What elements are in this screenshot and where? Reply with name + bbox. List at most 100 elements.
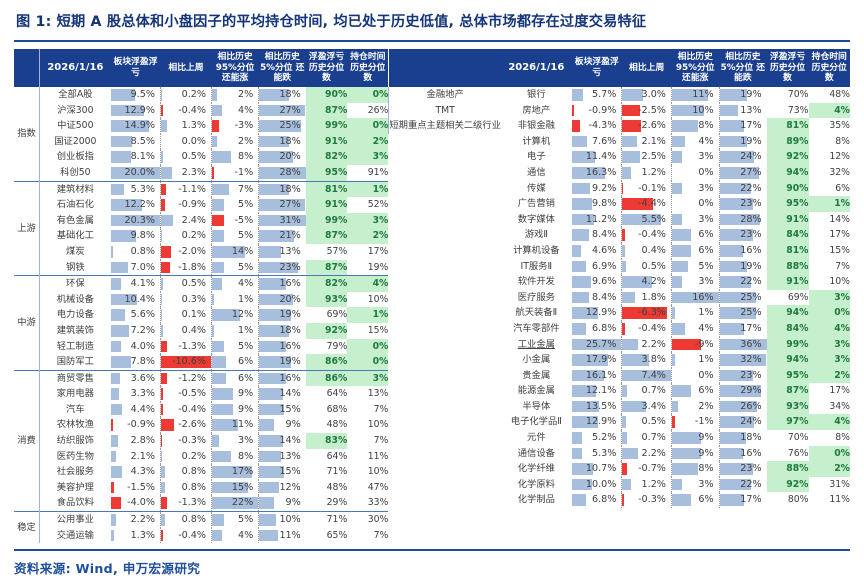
table-row: 广告营销 9.8% -4.4% 0% 23% 95% 1% xyxy=(501,196,850,212)
cell-upside-to-95: 3% xyxy=(670,476,720,493)
cell-pl-percentile: 81% xyxy=(766,118,809,134)
cell-pl-percentile: 70% xyxy=(787,432,809,444)
cell-floating-pl: 9.5% xyxy=(110,87,161,103)
table-row: 科创50 20.0% 2.3% -1% 28% 95% 91% xyxy=(14,164,388,182)
cell-holding-percentile: 3% xyxy=(808,352,850,368)
cell-downside-to-5: 10% xyxy=(258,511,306,528)
table-row: 电子 11.4% 2.5% 3% 24% 92% 12% xyxy=(501,149,850,165)
cell-vs-last-week: -0.4% xyxy=(159,102,212,119)
cell-downside-to-5: 16% xyxy=(258,275,306,292)
cell-downside-to-5: 29% xyxy=(718,383,767,399)
table-row: 贵金属 16.1% 7.4% 0% 23% 95% 2% xyxy=(501,367,850,384)
cell-holding-percentile: 1% xyxy=(808,196,850,212)
cell-downside-to-5: 13% xyxy=(718,102,767,119)
cell-floating-pl: 4.4% xyxy=(110,402,161,418)
cell-holding-percentile: 0% xyxy=(808,445,850,462)
cell-downside-to-5: 19% xyxy=(258,307,306,323)
cell-holding-percentile: 47% xyxy=(367,481,389,493)
row-label: 家用电器 xyxy=(56,388,94,400)
cell-upside-to-95: 0% xyxy=(670,367,720,384)
table-row: 沪深300 12.9% -0.4% 4% 27% 87% 26% xyxy=(14,102,388,119)
row-label: 非银金融 xyxy=(517,120,555,132)
row-label: 轻工制造 xyxy=(56,340,94,352)
cell-upside-to-95: -9% xyxy=(670,336,720,353)
cell-upside-to-95: 7% xyxy=(211,180,259,198)
col-header-downside-to-5: 相比历史5%分位 还能跌 xyxy=(719,49,767,87)
table-row: 通信 16.3% 1.2% 0% 27% 94% 32% xyxy=(501,164,850,181)
table-row: 社会服务 4.3% 0.8% 17% 15% 71% 10% xyxy=(14,464,388,480)
col-header-vs-last-week: 相比上周 xyxy=(160,49,212,87)
cell-floating-pl: 11.2% xyxy=(571,212,622,228)
cell-downside-to-5: 20% xyxy=(258,291,306,308)
cell-upside-to-95: 1% xyxy=(670,352,720,368)
cell-vs-last-week: 0.2% xyxy=(159,228,212,244)
cell-floating-pl: 10.0% xyxy=(571,477,622,493)
cell-holding-percentile: 3% xyxy=(347,369,389,387)
table-row: 农林牧渔 -0.9% -2.6% 11% 9% 48% 10% xyxy=(14,417,388,434)
cell-floating-pl: 8.5% xyxy=(110,134,161,150)
cell-downside-to-5: 20% xyxy=(258,149,306,165)
page-title: 图 1: 短期 A 股总体和小盘因子的平均持仓时间, 均已处于历史低值, 总体市… xyxy=(16,14,647,30)
table-row: 计算机 7.6% 2.1% 4% 19% 89% 8% xyxy=(501,133,850,150)
cell-upside-to-95: 8% xyxy=(211,149,259,165)
cell-pl-percentile: 69% xyxy=(326,309,348,321)
row-label: 食品饮料 xyxy=(56,497,94,509)
cell-vs-last-week: 1.2% xyxy=(621,476,672,493)
cell-vs-last-week: 0.3% xyxy=(159,291,212,308)
cell-upside-to-95: 11% xyxy=(211,417,259,434)
row-label: 能源金属 xyxy=(517,385,555,397)
cell-floating-pl: 20.3% xyxy=(110,213,161,229)
row-label: 化学纤维 xyxy=(517,463,555,475)
cell-pl-percentile: 48% xyxy=(326,481,348,493)
cell-pl-percentile: 95% xyxy=(766,367,809,384)
cell-upside-to-95: 9% xyxy=(211,386,259,402)
cell-holding-percentile: 3% xyxy=(347,212,389,229)
cell-downside-to-5: 28% xyxy=(718,211,767,228)
cell-floating-pl: -4.0% xyxy=(110,495,161,511)
table-header-row: 2026/1/16 板块浮盈浮亏 相比上周 相比历史95%分位还能涨 相比历史5%分位 … xyxy=(14,49,389,87)
cell-pl-percentile: 80% xyxy=(787,494,809,506)
table-row: 汽车零部件 6.8% -0.4% 4% 17% 84% 4% xyxy=(501,320,850,337)
cell-upside-to-95: 5% xyxy=(211,259,259,276)
cell-floating-pl: -0.9% xyxy=(110,417,161,433)
cell-vs-last-week: -2.0% xyxy=(159,243,212,260)
cell-upside-to-95: 6% xyxy=(670,242,720,259)
row-label: 游戏Ⅱ xyxy=(524,229,548,241)
cell-upside-to-95: 3% xyxy=(670,274,720,290)
cell-vs-last-week: 3.4% xyxy=(621,398,672,415)
cell-pl-percentile: 71% xyxy=(305,511,348,528)
cell-vs-last-week: 4.2% xyxy=(621,274,672,290)
cell-downside-to-5: 25% xyxy=(258,118,306,134)
cell-pl-percentile: 64% xyxy=(326,450,348,462)
group-label: 稳定 xyxy=(14,511,41,544)
table-row: 医疗服务 8.4% 1.8% 16% 25% 69% 3% xyxy=(501,289,850,306)
row-label: 化学制品 xyxy=(517,494,555,506)
cell-pl-percentile: 94% xyxy=(766,164,809,181)
cell-downside-to-5: 14% xyxy=(258,433,306,449)
cell-downside-to-5: 21% xyxy=(258,228,306,244)
date-header: 2026/1/16 xyxy=(500,49,572,87)
source-note: 资料来源: Wind, 申万宏源研究 xyxy=(14,561,201,577)
row-label: 国证2000 xyxy=(54,135,97,147)
cell-pl-percentile: 97% xyxy=(766,414,809,431)
cell-floating-pl: 14.9% xyxy=(110,118,161,134)
cell-holding-percentile: 0% xyxy=(347,118,389,134)
row-label: 石油石化 xyxy=(56,199,94,211)
table-row: 国证2000 8.5% 0.0% 2% 18% 91% 2% xyxy=(14,133,389,150)
group-label: 中游 xyxy=(14,275,41,371)
cell-upside-to-95: 1% xyxy=(211,291,259,308)
annotation-label: TMT xyxy=(388,102,501,119)
cell-downside-to-5: 18% xyxy=(258,180,306,198)
cell-vs-last-week: 2.4% xyxy=(159,212,212,229)
row-label: 小金属 xyxy=(522,354,551,366)
cell-upside-to-95: 4% xyxy=(211,527,259,544)
cell-holding-percentile: 34% xyxy=(829,400,850,412)
cell-upside-to-95: 3% xyxy=(670,211,720,228)
cell-downside-to-5: 23% xyxy=(718,196,767,212)
cell-floating-pl: 4.3% xyxy=(110,464,161,480)
cell-vs-last-week: 0.8% xyxy=(159,479,212,496)
left-data-table: 2026/1/16 板块浮盈浮亏 相比上周 相比历史95%分位还能涨 相比历史5%分位 … xyxy=(14,49,389,544)
cell-pl-percentile: 88% xyxy=(766,258,809,275)
cell-upside-to-95: 9% xyxy=(670,430,720,446)
cell-pl-percentile: 91% xyxy=(766,211,809,228)
